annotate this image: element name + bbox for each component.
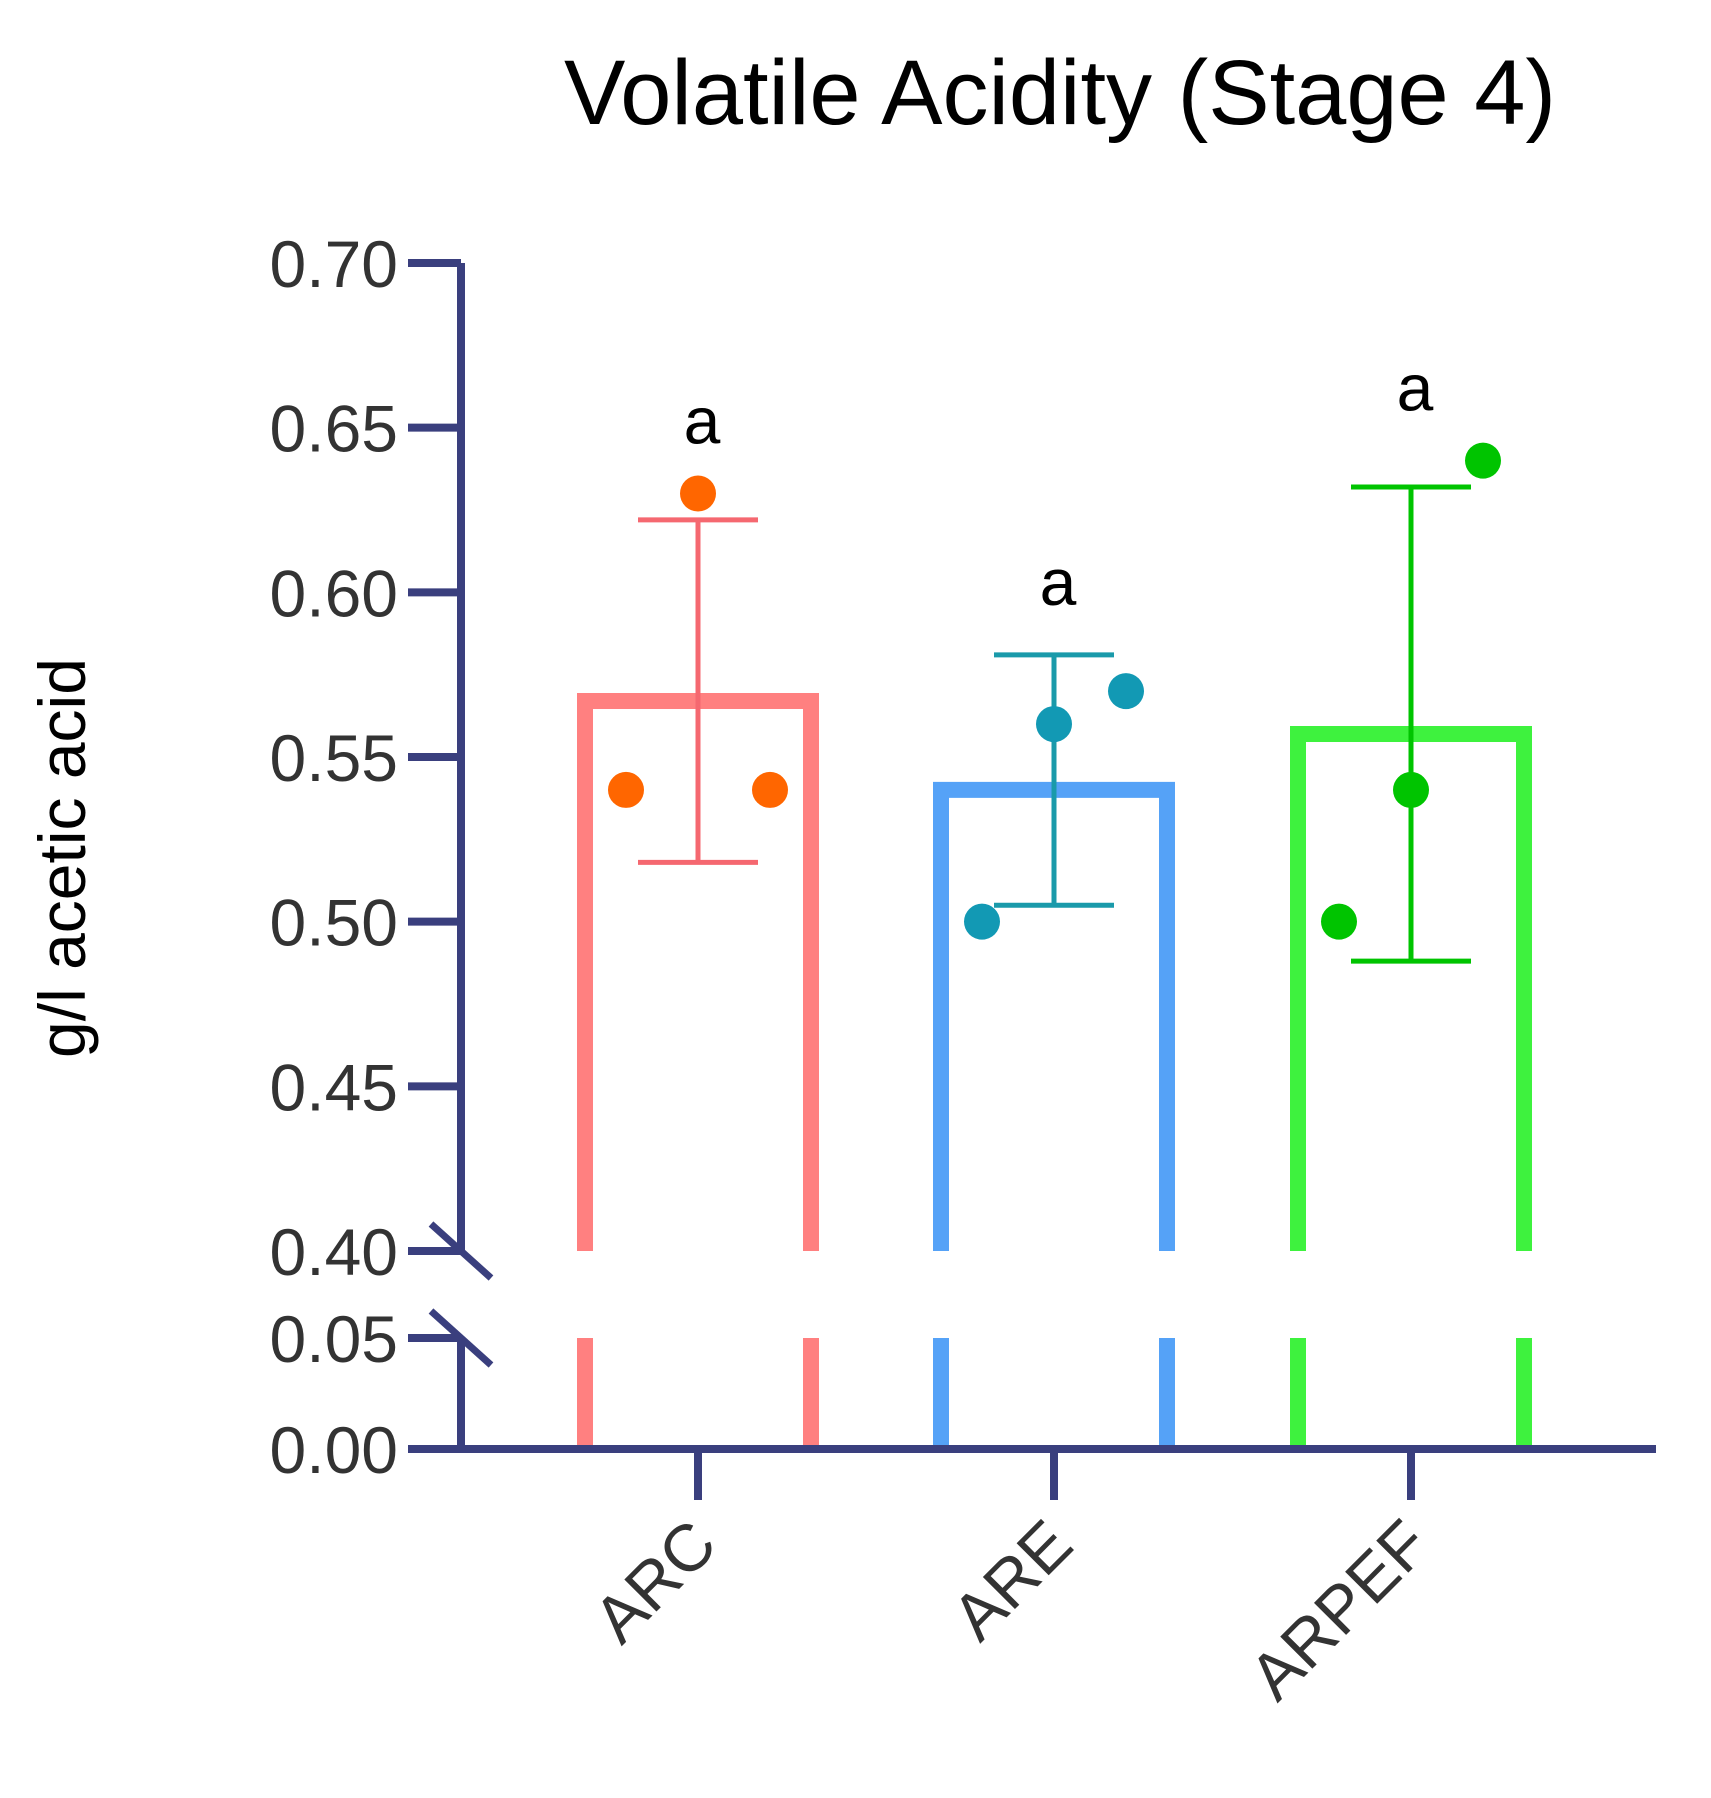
significance-label-arc: a bbox=[684, 384, 721, 458]
labels: 0.70 0.65 0.60 0.55 0.50 0.45 0.40 0.05 0.00 ARC a… bbox=[270, 227, 1443, 1713]
data-point-arc bbox=[752, 771, 788, 808]
y-tick-label: 0.40 bbox=[270, 1215, 398, 1289]
data-point-are bbox=[1036, 706, 1072, 743]
data-point-arpef bbox=[1393, 771, 1429, 808]
x-tick-label-arpef: ARPEF bbox=[1235, 1506, 1443, 1714]
y-tick-label: 0.45 bbox=[270, 1050, 398, 1124]
y-tick-label: 0.55 bbox=[270, 721, 398, 795]
y-tick-label: 0.05 bbox=[270, 1302, 398, 1376]
data-points bbox=[608, 442, 1501, 940]
y-tick-label: 0.70 bbox=[270, 227, 398, 301]
data-point-arc bbox=[680, 475, 716, 512]
x-tick-label-are: ARE bbox=[938, 1506, 1086, 1654]
x-tick-label-arc: ARC bbox=[579, 1506, 730, 1657]
data-point-are bbox=[1108, 673, 1144, 710]
data-point-are bbox=[964, 903, 1000, 940]
data-point-arpef bbox=[1321, 903, 1357, 940]
y-axis-label: g/l acetic acid bbox=[25, 658, 99, 1058]
data-point-arc bbox=[608, 771, 644, 808]
y-tick-label: 0.65 bbox=[270, 392, 398, 466]
chart-title: Volatile Acidity (Stage 4) bbox=[564, 42, 1556, 144]
data-point-arpef bbox=[1465, 442, 1501, 479]
significance-label-are: a bbox=[1040, 545, 1077, 619]
significance-label-arpef: a bbox=[1397, 351, 1434, 425]
axes bbox=[408, 259, 1656, 1500]
y-tick-label: 0.00 bbox=[270, 1413, 398, 1487]
y-tick-label: 0.50 bbox=[270, 886, 398, 960]
y-tick-label: 0.60 bbox=[270, 556, 398, 630]
error-bars bbox=[638, 484, 1471, 964]
